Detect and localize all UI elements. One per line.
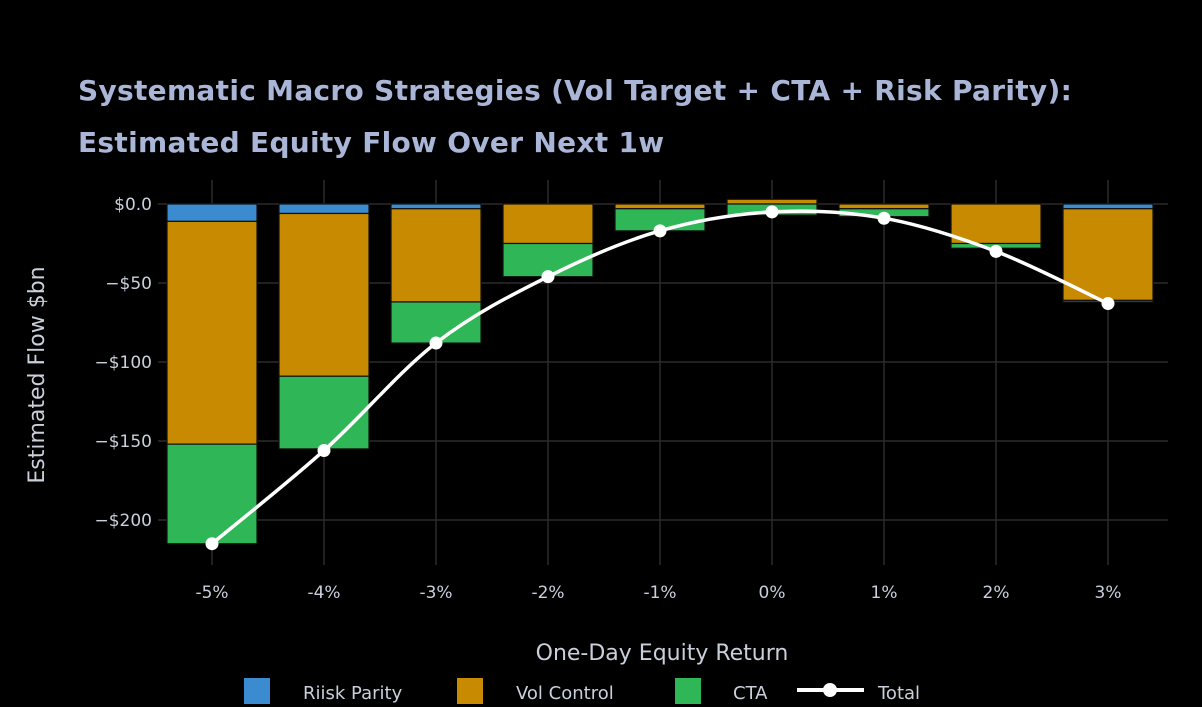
tick-label-layer: $0.0 −$50 −$100 −$150 −$200 -5% -4% -3% -2% -1% 0%… (94, 195, 1121, 603)
bar-vol-control (950, 203, 1042, 245)
total-point (1101, 297, 1115, 311)
x-axis-title: One-Day Equity Return (536, 641, 789, 666)
bar-vol-control (838, 203, 930, 210)
bar-vol-control (726, 198, 818, 205)
bar-vol-control (166, 220, 258, 445)
x-tick-label: 3% (1095, 583, 1122, 603)
total-point (317, 443, 331, 457)
bar-vol-control (502, 203, 594, 245)
x-tick-label: -5% (195, 583, 228, 603)
total-point (653, 224, 667, 238)
chart-title-line-1: Systematic Macro Strategies (Vol Target … (78, 74, 1073, 107)
legend-label-risk-parity: Riisk Parity (303, 683, 403, 704)
total-line-layer (205, 205, 1115, 551)
total-line (210, 209, 1109, 546)
bar-riisk-parity (278, 203, 370, 215)
legend-swatch-vol-control (457, 678, 483, 704)
bar-riisk-parity (390, 203, 482, 210)
total-point (989, 244, 1003, 258)
bar-vol-control (614, 203, 706, 210)
y-axis-title: Estimated Flow $bn (25, 266, 50, 483)
bar-layer (166, 198, 1154, 545)
legend: Riisk Parity Vol Control CTA Total (244, 678, 920, 704)
legend-marker-total (823, 683, 837, 697)
x-tick-label: -2% (531, 583, 564, 603)
legend-swatch-risk-parity (244, 678, 270, 704)
x-tick-label: -4% (307, 583, 340, 603)
x-tick-label: 0% (759, 583, 786, 603)
y-tick-label: −$150 (94, 432, 152, 452)
bar-riisk-parity (1062, 203, 1154, 210)
total-point (205, 537, 219, 551)
bar-cta (278, 375, 370, 450)
bar-vol-control (390, 208, 482, 303)
y-tick-label: −$100 (94, 353, 152, 373)
y-tick-label: −$200 (94, 511, 152, 531)
x-tick-label: -3% (419, 583, 452, 603)
legend-label-cta: CTA (733, 683, 768, 704)
x-tick-label: -1% (643, 583, 676, 603)
x-tick-label: 1% (871, 583, 898, 603)
total-point (541, 270, 555, 284)
chart-title-line-2: Estimated Equity Flow Over Next 1w (78, 126, 665, 159)
x-tick-label: 2% (983, 583, 1010, 603)
legend-label-vol-control: Vol Control (516, 683, 614, 704)
bar-vol-control (278, 212, 370, 377)
total-point (429, 336, 443, 350)
total-point (765, 205, 779, 219)
y-tick-label: −$50 (105, 274, 152, 294)
total-point (877, 211, 891, 225)
legend-label-total: Total (877, 683, 920, 704)
bar-riisk-parity (166, 203, 258, 222)
y-tick-label: $0.0 (114, 195, 152, 215)
bar-cta (166, 443, 258, 545)
legend-swatch-cta (675, 678, 701, 704)
